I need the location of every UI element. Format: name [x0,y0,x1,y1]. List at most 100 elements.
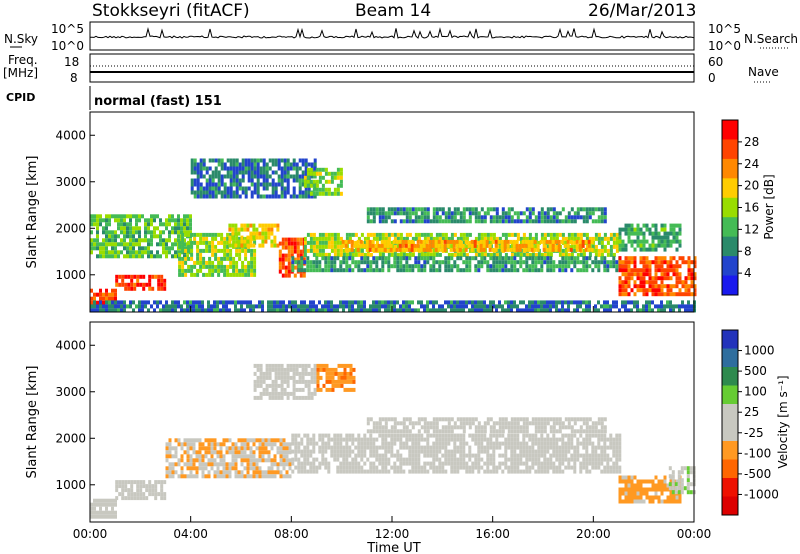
power-cell [369,207,373,212]
power-cell [159,308,162,313]
velocity-cell [609,433,613,438]
power-cell [630,227,634,232]
velocity-cell [567,445,571,450]
power-cell [501,232,505,237]
velocity-cell [222,438,226,443]
velocity-cell [417,417,421,422]
velocity-cell [498,445,502,450]
velocity-cell [315,441,319,446]
power-cell [657,256,661,261]
velocity-cell [402,429,406,434]
power-cell [312,248,316,253]
power-cell [678,243,682,248]
velocity-cell [249,458,253,463]
velocity-cell [366,457,370,462]
power-cell [489,207,493,212]
velocity-cell [408,449,412,454]
power-cell [530,243,534,248]
velocity-cell [325,387,329,392]
power-cell [582,256,586,261]
velocity-cell [333,453,337,458]
velocity-cell [540,417,544,422]
velocity-cell [301,395,305,400]
power-cell [612,252,616,257]
power-cell [136,278,140,283]
power-cell [186,304,189,309]
power-cell [255,304,258,309]
velocity-cell [399,461,403,466]
power-cell [183,214,186,219]
power-cell [306,268,310,273]
velocity-cell [522,433,526,438]
power-cell [581,243,585,248]
velocity-cell [555,441,559,446]
velocity-cell [265,387,269,392]
power-cell [423,219,427,224]
power-cell [438,215,442,220]
power-cell [288,300,291,305]
velocity-cell [612,461,616,466]
power-cell [393,308,396,313]
power-cell [315,244,319,249]
velocity-cell [279,470,283,475]
power-cell [193,236,197,241]
velocity-cell [277,383,281,388]
velocity-cell [165,474,169,479]
velocity-cell [315,457,319,462]
power-cell [324,244,328,249]
velocity-cell [471,437,475,442]
velocity-cell [346,379,350,384]
velocity-cell [609,457,613,462]
power-cell [399,236,403,241]
velocity-cell [261,470,265,475]
power-cell [417,308,420,313]
power-cell [196,240,200,245]
velocity-cell [417,461,421,466]
power-cell [597,308,600,313]
velocity-cell [564,433,568,438]
velocity-cell [381,457,385,462]
power-cell [669,284,673,289]
power-cell [518,247,522,252]
power-cell [612,232,616,237]
velocity-cell [585,457,589,462]
power-cell [121,274,125,279]
power-cell [198,304,201,309]
power-cell [258,300,261,305]
velocity-cell [516,429,520,434]
power-cell [235,260,239,265]
velocity-cell [600,469,604,474]
power-cell [390,252,394,257]
power-cell [681,256,685,261]
power-cell [234,223,238,228]
power-cell [645,264,649,269]
power-cell [441,260,445,265]
velocity-cell [363,453,367,458]
power-cell [402,252,406,257]
power-cell [470,239,474,244]
velocity-cell [471,461,475,466]
power-cell [588,308,591,313]
velocity-cell [316,367,320,372]
power-cell [132,242,135,247]
velocity-cell [591,433,595,438]
power-cell [123,218,126,223]
nsky-series [90,27,695,39]
velocity-cell [543,453,547,458]
velocity-cell [501,453,505,458]
velocity-cell [265,375,269,380]
power-cell [187,248,191,253]
velocity-cell [255,462,259,467]
power-cell [229,158,233,163]
power-cell [567,300,570,305]
velocity-cell [417,453,421,458]
power-cell [423,308,426,313]
power-cell [284,237,288,242]
power-cell [381,260,385,265]
velocity-cell [489,445,493,450]
power-cell [597,260,601,265]
power-cell [618,264,622,269]
velocity-cell [558,417,562,422]
velocity-cell [516,445,520,450]
velocity-cell [93,498,96,503]
